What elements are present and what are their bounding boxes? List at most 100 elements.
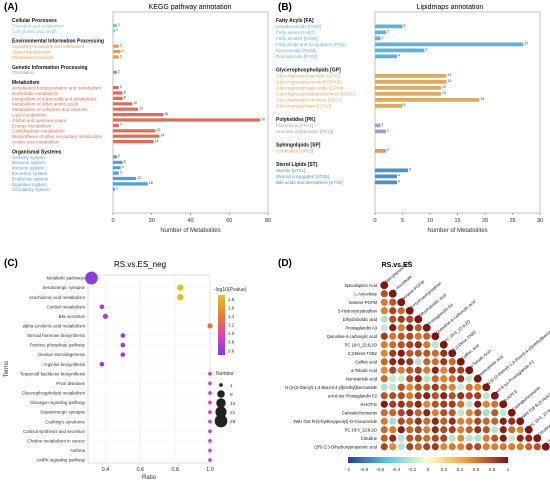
bar [113,182,148,186]
color-legend-tick: 1.6 [228,305,235,310]
corr-cell [525,434,533,442]
bar [375,129,386,134]
bar [375,149,386,153]
bar-value-label: 4 [122,165,124,169]
corr-cell [448,383,456,391]
bar-value-label: 24 [161,134,165,138]
x-tick-label: 60 [226,218,232,224]
category-label: Metabolism of other amino acids [12,102,79,107]
corr-cell [482,426,490,434]
corr-cell [414,358,422,366]
category-label: Transport and catabolism [12,23,64,28]
corr-cell [431,332,440,341]
corr-cell [508,417,516,425]
corr-cell [380,383,388,391]
corr-cell [457,366,465,374]
corr-cell [440,383,448,391]
term-label: Arachidonic acid metabolism [29,295,85,300]
panel-b-label: (B) [278,2,292,13]
corr-cell [482,400,490,408]
term-label: Asthma [70,448,85,453]
corr-cell [406,358,414,366]
corr-cell [474,400,482,408]
corr-cell [508,434,516,442]
chart-title: RS.vs.ES [382,262,413,269]
corr-cell [397,332,405,340]
corr-cell [406,426,414,434]
corr-cell [414,375,422,383]
category-label: Bile acids and derivatives [ST04] [276,180,343,185]
corr-cell [423,383,431,391]
size-legend-label: 8 [230,392,233,398]
size-legend-dot [217,390,225,398]
corr-cell [423,375,431,383]
bar-value-label: 3 [120,123,122,127]
corr-cell [465,383,473,391]
bubble [208,448,212,453]
size-legend-label: 14 [230,401,236,407]
bar-value-label: 4 [122,49,124,53]
corr-cell [406,434,414,442]
category-label: Signal transduction [12,50,52,55]
corr-cell [389,307,397,315]
corr-cell [406,315,414,323]
bar-value-label: 3 [120,170,122,174]
corr-cell [423,392,431,400]
x-tick-label: 80 [265,218,271,224]
corr-cell [389,366,397,374]
bar-value-label: 2 [118,23,120,27]
bar [375,42,524,47]
bubble [208,381,212,386]
term-label: Glycerophospholipid metabolism [22,391,86,396]
category-label: Amino acid metabolism [12,140,60,145]
category-label: Ceramides [SP02] [276,149,313,154]
corr-cell [397,400,405,408]
corr-cell [388,289,397,298]
bar [113,176,137,181]
row-label: tetranor-PGFM [349,300,377,305]
bar-value-label: 18 [149,181,153,185]
bar-value-label: 26 [164,112,168,116]
corr-cell [448,375,456,383]
bar [113,140,154,144]
bar-value-label: 4 [398,53,400,57]
bar [113,96,123,100]
bar [375,98,480,102]
corr-cell [448,443,456,451]
corr-cell [414,324,422,332]
corr-cell [491,409,499,417]
corr-cell [389,409,397,417]
term-label: Ovarian steroidogenesis [38,352,86,357]
corr-cell [389,400,397,408]
row-label: (2R)-2,3-Dihydroxypropanoic acid [314,444,377,449]
x-tick-label: 0.6 [136,467,144,473]
bar [375,168,408,173]
corr-cell [414,341,422,349]
bar [375,174,397,179]
bar-value-label: 22 [157,128,161,132]
group-header: Polyketides [PK] [276,117,316,123]
x-tick-label: 1.0 [206,467,214,473]
corr-cell [457,417,465,425]
bar-value-label: 6 [409,167,411,171]
row-label: N-[2-(2-thienyl)-1,3-thiazol-4-yl]methyl… [285,385,378,390]
panel-c-label: (C) [4,258,18,269]
corr-cell [389,358,397,366]
row-label: Cannabichromenin [342,410,378,415]
color-legend-tick: 0 [427,467,430,473]
term-label: Arginine biosynthesis [44,362,86,367]
group-header: Glycerophospholipids [GP] [276,68,341,74]
corr-cell [414,417,422,425]
bar-value-label: 2 [118,154,120,158]
chart-title: RS.vs.ES_neg [114,260,166,269]
corr-cell [380,332,388,340]
category-label: Fatty esters [FA07] [276,30,315,35]
corr-cell [457,443,465,451]
corr-cell [490,391,499,400]
color-legend-tick: -0.8 [360,467,369,473]
color-legend-tick: -0.6 [376,467,385,473]
category-label: Cell growth and death [12,29,57,34]
corr-cell [414,315,423,324]
